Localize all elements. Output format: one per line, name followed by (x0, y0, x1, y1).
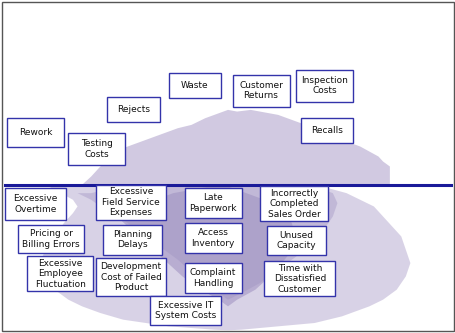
Text: Rework: Rework (19, 128, 52, 137)
FancyBboxPatch shape (102, 225, 162, 255)
FancyBboxPatch shape (264, 261, 334, 296)
FancyBboxPatch shape (168, 73, 221, 98)
Text: Excessive
Overtime: Excessive Overtime (13, 194, 57, 214)
FancyBboxPatch shape (184, 188, 241, 218)
FancyBboxPatch shape (5, 188, 66, 220)
FancyBboxPatch shape (259, 186, 328, 221)
FancyBboxPatch shape (296, 70, 353, 102)
Text: Rejects: Rejects (116, 105, 150, 114)
FancyBboxPatch shape (18, 225, 84, 253)
Text: Complaint
Handling: Complaint Handling (190, 268, 236, 288)
Polygon shape (82, 110, 389, 185)
Text: Customer
Returns: Customer Returns (238, 81, 283, 101)
Text: Time with
Dissatisfied
Customer: Time with Dissatisfied Customer (273, 264, 325, 294)
Text: Incorrectly
Completed
Sales Order: Incorrectly Completed Sales Order (267, 189, 320, 219)
Text: Late
Paperwork: Late Paperwork (189, 193, 237, 213)
FancyBboxPatch shape (184, 263, 241, 293)
FancyBboxPatch shape (150, 296, 221, 325)
Text: Excessive
Field Service
Expenses: Excessive Field Service Expenses (102, 187, 160, 217)
FancyBboxPatch shape (27, 256, 93, 291)
Text: Testing
Costs: Testing Costs (81, 139, 112, 159)
FancyBboxPatch shape (68, 133, 125, 165)
Polygon shape (109, 186, 296, 306)
FancyBboxPatch shape (232, 75, 289, 107)
Text: Inspection
Costs: Inspection Costs (301, 76, 348, 96)
FancyBboxPatch shape (184, 223, 241, 253)
Text: Excessive
Employee
Fluctuation: Excessive Employee Fluctuation (35, 259, 86, 289)
Text: Pricing or
Billing Errors: Pricing or Billing Errors (22, 229, 80, 249)
Text: Access
Inventory: Access Inventory (191, 228, 234, 248)
Polygon shape (77, 185, 337, 300)
Text: Planning
Delays: Planning Delays (112, 230, 152, 249)
FancyBboxPatch shape (96, 258, 166, 296)
Text: Excessive IT
System Costs: Excessive IT System Costs (155, 301, 216, 320)
FancyBboxPatch shape (107, 97, 159, 122)
Text: Recalls: Recalls (311, 126, 342, 135)
FancyBboxPatch shape (266, 226, 325, 255)
FancyBboxPatch shape (300, 118, 353, 143)
Text: Waste: Waste (181, 81, 208, 90)
Polygon shape (41, 185, 410, 330)
Text: Development
Cost of Failed
Product: Development Cost of Failed Product (100, 262, 162, 292)
Text: Unused
Capacity: Unused Capacity (276, 231, 315, 250)
FancyBboxPatch shape (96, 185, 166, 220)
FancyBboxPatch shape (7, 118, 64, 147)
